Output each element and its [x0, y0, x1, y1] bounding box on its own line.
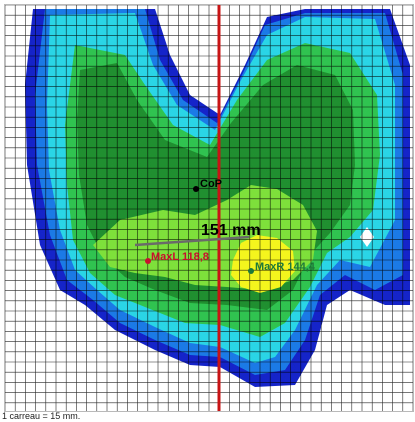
pressure-map-frame: CoP 151 mm MaxL 118,8 MaxR 144,4 [4, 4, 414, 412]
maxr-marker [248, 268, 254, 274]
cop-label: CoP [200, 178, 222, 190]
scale-caption: 1 carreau = 15 mm. [2, 411, 81, 421]
distance-line [134, 235, 250, 247]
maxr-label: MaxR 144,4 [255, 261, 316, 273]
distance-label: 151 mm [201, 222, 261, 239]
maxl-label: MaxL 118,8 [151, 251, 209, 263]
cop-marker [193, 186, 199, 192]
zone-gap [360, 227, 374, 247]
maxl-marker [145, 258, 151, 264]
pressure-map: CoP 151 mm MaxL 118,8 MaxR 144,4 [5, 5, 413, 411]
